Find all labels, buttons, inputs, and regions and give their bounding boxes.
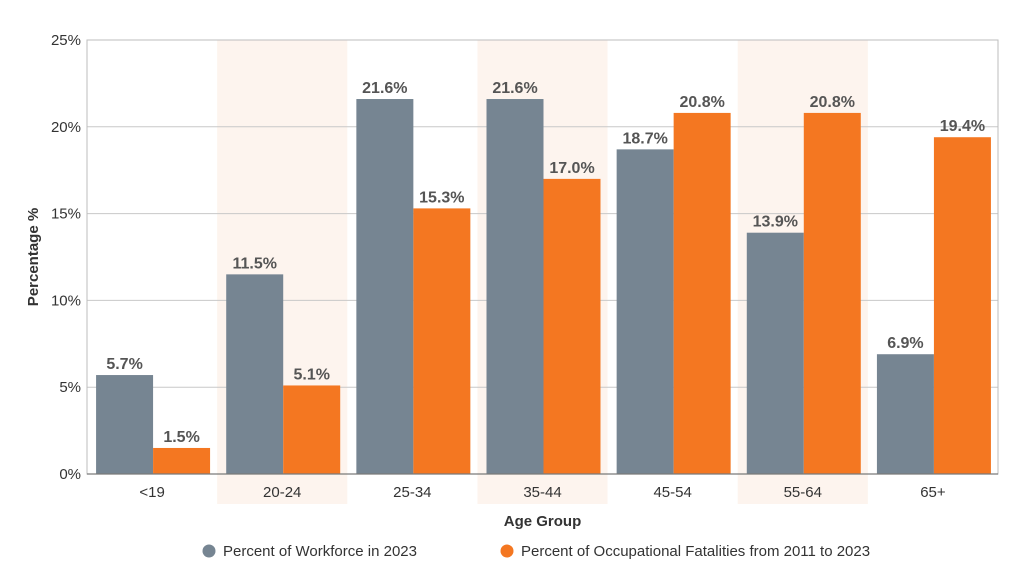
x-tick-label: 45-54 — [653, 484, 691, 501]
y-tick-label: 5% — [59, 379, 81, 396]
y-axis-title: Percentage % — [25, 208, 42, 306]
y-axis-ticks: 0% 5% 10% 15% 20% 25% — [51, 32, 81, 483]
data-label: 13.9% — [753, 214, 798, 231]
x-tick-label: 55-64 — [784, 484, 822, 501]
y-tick-label: 25% — [51, 32, 81, 49]
data-label: 19.4% — [940, 118, 985, 135]
data-label: 11.5% — [232, 255, 276, 272]
legend-marker — [202, 544, 216, 558]
data-label: 1.5% — [163, 429, 199, 446]
data-label: 15.3% — [419, 189, 464, 206]
bar-fatalities — [153, 447, 211, 474]
legend-label: Percent of Workforce in 2023 — [223, 543, 417, 560]
plot-frame — [86, 39, 999, 475]
bar-fatalities — [413, 208, 471, 474]
y-tick-label: 0% — [59, 466, 81, 483]
data-label: 5.7% — [106, 356, 142, 373]
legend-marker — [500, 544, 514, 558]
data-label: 21.6% — [362, 80, 407, 97]
data-label: 17.0% — [549, 160, 594, 177]
y-tick-label: 20% — [51, 119, 81, 136]
data-label: 20.8% — [810, 94, 855, 111]
x-tick-label: 35-44 — [523, 484, 561, 501]
x-tick-label: 25-34 — [393, 484, 431, 501]
bar-fatalities — [283, 385, 341, 474]
data-labels: 5.7% 11.5% 21.6% 21.6% 18.7% 13.9% 6.9% 1.5% 5.1… — [106, 80, 985, 446]
legend: Percent of Workforce in 2023 Percent of O… — [202, 543, 870, 560]
bar-workforce — [96, 375, 154, 474]
x-tick-label: 65+ — [920, 484, 946, 501]
bar-workforce — [876, 354, 934, 474]
y-tick-label: 10% — [51, 292, 81, 309]
bar-fatalities — [803, 112, 861, 475]
bar-workforce — [616, 149, 674, 475]
bar-fatalities — [933, 137, 991, 474]
legend-label: Percent of Occupational Fatalities from … — [521, 543, 870, 560]
y-tick-label: 15% — [51, 206, 81, 223]
data-label: 5.1% — [293, 366, 329, 383]
bar-workforce — [486, 99, 544, 475]
data-label: 20.8% — [679, 94, 724, 111]
bar-workforce — [356, 99, 414, 475]
bar-fatalities — [673, 112, 731, 475]
bar-fatalities — [543, 178, 601, 474]
bar-workforce — [226, 274, 284, 474]
x-axis-ticks: <19 20-24 25-34 35-44 45-54 55-64 65+ — [139, 484, 946, 501]
data-label: 21.6% — [492, 80, 537, 97]
x-tick-label: 20-24 — [263, 484, 301, 501]
x-axis-title: Age Group — [504, 513, 582, 530]
bar-series — [96, 99, 991, 475]
data-label: 18.7% — [622, 130, 667, 147]
x-tick-label: <19 — [139, 484, 164, 501]
bar-workforce — [746, 232, 804, 474]
data-label: 6.9% — [887, 335, 923, 352]
